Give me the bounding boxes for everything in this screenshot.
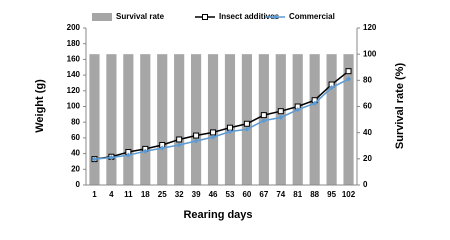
y-tick-label: 120 xyxy=(67,86,81,95)
marker xyxy=(346,76,352,82)
bar xyxy=(174,54,185,185)
y2-tick-label: 60 xyxy=(363,102,372,111)
marker xyxy=(260,112,267,119)
y2-axis-title: Survival rate (%) xyxy=(394,63,406,150)
x-tick-label: 74 xyxy=(276,190,285,199)
legend-swatch xyxy=(92,13,112,21)
y2-tick-label: 40 xyxy=(363,128,372,137)
x-tick-label: 81 xyxy=(293,190,302,199)
x-tick-label: 67 xyxy=(259,190,268,199)
x-tick-label: 46 xyxy=(209,190,218,199)
marker xyxy=(227,129,233,135)
y-tick-label: 100 xyxy=(67,102,81,111)
x-tick-label: 32 xyxy=(175,190,184,199)
marker xyxy=(295,107,301,113)
y-tick-label: 20 xyxy=(71,164,80,173)
y2-tick-label: 80 xyxy=(363,75,372,84)
bar xyxy=(309,54,320,185)
x-tick-label: 18 xyxy=(141,190,150,199)
y2-tick-label: 20 xyxy=(363,154,372,163)
x-tick-label: 39 xyxy=(192,190,201,199)
x-tick-label: 25 xyxy=(158,190,167,199)
x-tick-label: 102 xyxy=(342,190,356,199)
marker xyxy=(193,138,199,144)
y-tick-label: 200 xyxy=(67,23,81,32)
marker xyxy=(210,134,216,140)
legend-label: Commercial xyxy=(289,12,335,21)
y-tick-label: 80 xyxy=(71,117,80,126)
bar xyxy=(157,54,168,185)
bar xyxy=(326,54,337,185)
bar xyxy=(343,54,354,185)
marker xyxy=(278,114,284,120)
x-tick-label: 11 xyxy=(124,190,133,199)
y-tick-label: 160 xyxy=(67,55,81,64)
y-tick-label: 0 xyxy=(76,180,81,189)
legend-marker xyxy=(272,14,278,20)
marker xyxy=(243,120,250,127)
y-tick-label: 180 xyxy=(67,39,81,48)
marker xyxy=(277,108,284,115)
y-tick-label: 140 xyxy=(67,70,81,79)
line xyxy=(94,78,349,160)
marker xyxy=(345,68,352,75)
marker xyxy=(261,118,267,124)
marker xyxy=(329,85,335,91)
y2-tick-label: 100 xyxy=(363,49,377,58)
y2-tick-label: 0 xyxy=(363,180,368,189)
bar xyxy=(140,54,151,185)
x-tick-label: 53 xyxy=(226,190,235,199)
marker xyxy=(159,145,165,151)
x-axis-title: Rearing days xyxy=(183,209,252,221)
bar xyxy=(241,54,252,185)
bar xyxy=(89,54,100,185)
legend-marker xyxy=(202,14,208,20)
x-tick-label: 4 xyxy=(109,190,114,199)
bar xyxy=(207,54,219,185)
chart: Rearing days Weight (g) Survival rate (%… xyxy=(34,12,406,221)
marker xyxy=(176,136,183,143)
bar xyxy=(106,54,117,185)
marker xyxy=(244,126,250,132)
bar xyxy=(191,54,202,185)
y2-tick-label: 120 xyxy=(363,23,377,32)
legend-label: Survival rate xyxy=(116,12,165,21)
marker xyxy=(142,148,148,154)
x-tick-label: 1 xyxy=(92,190,97,199)
marker xyxy=(125,152,131,158)
marker xyxy=(210,129,217,136)
marker xyxy=(312,100,318,106)
bar xyxy=(123,54,134,185)
y-tick-label: 60 xyxy=(71,133,80,142)
marker xyxy=(91,156,97,162)
y-axis-title: Weight (g) xyxy=(34,79,46,133)
bar xyxy=(224,54,236,185)
y-tick-label: 40 xyxy=(71,149,80,158)
legend-label: Insect additives xyxy=(219,12,280,21)
bar xyxy=(292,54,303,185)
x-tick-label: 88 xyxy=(310,190,319,199)
x-tick-label: 95 xyxy=(327,190,336,199)
marker xyxy=(108,155,114,161)
marker xyxy=(193,132,200,139)
x-tick-label: 60 xyxy=(242,190,251,199)
marker xyxy=(176,142,182,148)
line xyxy=(94,70,349,160)
